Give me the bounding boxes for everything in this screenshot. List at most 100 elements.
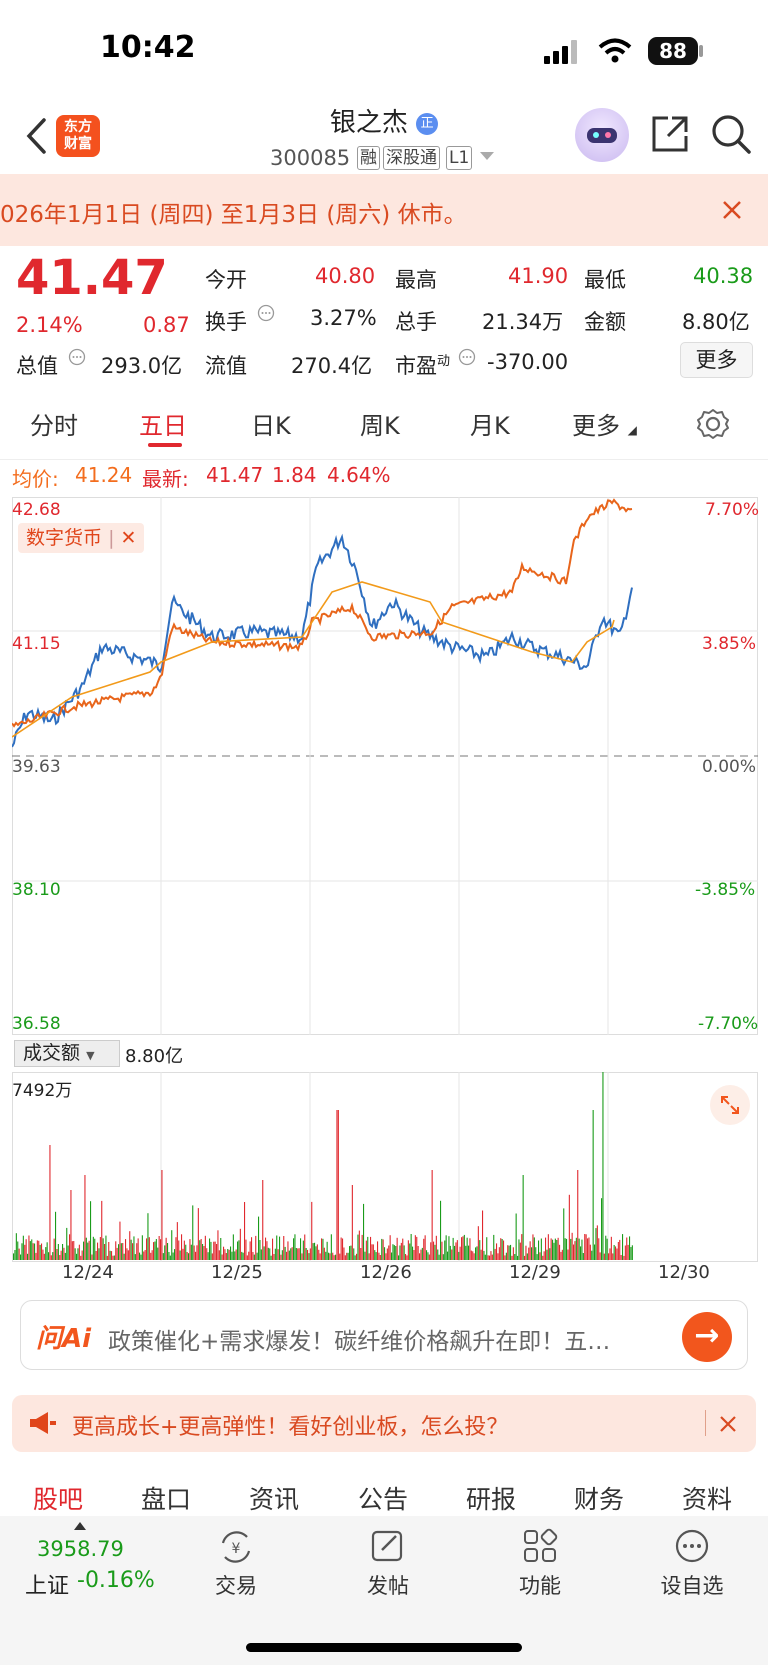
volume-bar <box>29 1241 31 1260</box>
nav-functions[interactable]: 功能 <box>519 1574 561 1598</box>
volume-bar <box>395 1246 397 1260</box>
trade-icon[interactable]: ¥ <box>217 1528 255 1566</box>
volume-bar <box>174 1249 176 1260</box>
volume-bar <box>146 1238 148 1260</box>
volume-bar <box>470 1250 472 1260</box>
volume-bar <box>447 1251 449 1260</box>
volume-bar <box>427 1252 429 1260</box>
volume-bar <box>512 1247 514 1260</box>
pct-tick-mid: 0.00% <box>702 757 757 777</box>
tab-news[interactable]: 资讯 <box>249 1485 300 1514</box>
volume-bar <box>153 1242 155 1260</box>
tab-daily-k[interactable]: 日K <box>251 412 291 440</box>
tab-guba[interactable]: 股吧 <box>33 1485 84 1514</box>
volume-bar <box>321 1238 323 1260</box>
volume-bar <box>437 1249 439 1260</box>
expand-chart-button[interactable] <box>710 1085 750 1125</box>
assistant-avatar[interactable] <box>575 108 629 162</box>
volume-bar <box>339 1253 341 1260</box>
promo-banner[interactable] <box>12 1395 756 1452</box>
volume-bar <box>235 1249 237 1260</box>
close-icon[interactable]: ✕ <box>120 527 137 549</box>
close-icon[interactable] <box>722 200 742 220</box>
volume-bar <box>430 1242 432 1260</box>
volume-bar <box>372 1244 374 1260</box>
volume-bar <box>147 1213 149 1260</box>
volume-bar <box>297 1248 299 1260</box>
arrow-right-icon[interactable]: → <box>682 1312 732 1362</box>
tab-finance[interactable]: 财务 <box>574 1485 625 1514</box>
tab-weekly-k[interactable]: 周K <box>360 412 400 440</box>
volume-bar <box>452 1237 454 1260</box>
tab-more[interactable]: 更多 ◢ <box>572 412 637 440</box>
volume-bar <box>230 1246 232 1260</box>
volume-chart-frame[interactable] <box>12 1072 758 1262</box>
volume-bar <box>27 1253 29 1260</box>
search-icon[interactable] <box>710 113 752 155</box>
volume-bar <box>490 1251 492 1260</box>
volume-bar <box>302 1240 304 1260</box>
battery-tip <box>699 45 703 57</box>
volume-bar <box>469 1238 471 1260</box>
tab-intraday[interactable]: 分时 <box>30 412 78 440</box>
close-icon[interactable] <box>720 1416 736 1432</box>
volume-bar <box>90 1201 92 1260</box>
volume-bar <box>402 1238 404 1260</box>
ai-ask-bar[interactable] <box>20 1300 748 1370</box>
volume-bar <box>343 1247 345 1260</box>
volume-bar <box>272 1238 274 1260</box>
price-chart-frame[interactable] <box>12 497 758 1035</box>
volume-bar <box>13 1253 15 1260</box>
volume-bar <box>109 1250 111 1260</box>
grid-icon[interactable] <box>522 1528 558 1564</box>
volume-bar <box>466 1237 468 1260</box>
more-quote-button[interactable]: 更多 <box>680 342 753 378</box>
volume-bar <box>421 1247 423 1260</box>
tab-research[interactable]: 研报 <box>466 1485 517 1514</box>
tab-five-day[interactable]: 五日 <box>139 412 187 440</box>
volume-bar <box>420 1249 422 1260</box>
more-dots-icon[interactable] <box>674 1528 710 1564</box>
high-label: 最高 <box>395 268 437 292</box>
tab-profile[interactable]: 资料 <box>682 1485 733 1514</box>
last-value: 41.47 <box>206 463 264 487</box>
volume-bar <box>69 1234 71 1260</box>
volume-bar <box>536 1254 538 1260</box>
volume-bar <box>150 1252 152 1260</box>
gear-icon[interactable] <box>697 408 729 440</box>
info-icon[interactable] <box>68 348 86 366</box>
volume-bar <box>561 1249 563 1260</box>
volume-bar <box>43 1253 45 1260</box>
volume-bar <box>251 1237 253 1260</box>
nav-post[interactable]: 发帖 <box>367 1574 409 1598</box>
index-value[interactable]: 3958.79 <box>37 1537 124 1561</box>
tab-monthly-k[interactable]: 月K <box>470 412 510 440</box>
volume-metric-select[interactable]: 成交额 ▼ <box>14 1040 120 1067</box>
info-icon[interactable] <box>458 348 476 366</box>
ai-prompt-text[interactable]: 政策催化+需求爆发！碳纤维价格飙升在即！五… <box>108 1329 611 1355</box>
stock-code: 300085 <box>270 146 351 170</box>
volume-bar <box>216 1244 218 1260</box>
back-icon[interactable] <box>24 118 48 154</box>
volume-bar <box>416 1236 418 1260</box>
volume-bar <box>489 1255 491 1260</box>
volume-bar <box>53 1238 55 1260</box>
nav-trade[interactable]: 交易 <box>215 1574 257 1598</box>
volume-bar <box>354 1255 356 1260</box>
nav-add-watchlist[interactable]: 设自选 <box>660 1574 724 1598</box>
volume-bar <box>580 1246 582 1260</box>
volume-bar <box>596 1225 598 1260</box>
tab-announcements[interactable]: 公告 <box>358 1485 409 1514</box>
volume-bar <box>449 1245 451 1260</box>
chevron-down-icon[interactable] <box>480 152 494 162</box>
volume-bar <box>525 1245 527 1260</box>
compose-icon[interactable] <box>370 1528 406 1564</box>
volume-bar <box>168 1252 170 1260</box>
tab-orderbook[interactable]: 盘口 <box>141 1485 192 1514</box>
volume-bar <box>367 1236 369 1260</box>
share-icon[interactable] <box>650 114 690 154</box>
info-icon[interactable] <box>257 304 275 322</box>
low-label: 最低 <box>584 268 626 292</box>
x-label-1225: 12/25 <box>211 1262 263 1283</box>
digital-currency-tag[interactable]: 数字货币 | ✕ <box>18 523 145 553</box>
